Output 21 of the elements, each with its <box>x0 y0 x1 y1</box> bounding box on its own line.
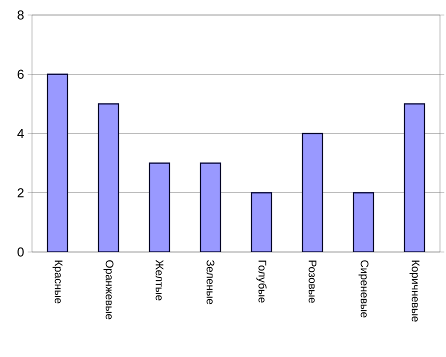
bar <box>46 74 68 252</box>
bar <box>200 162 222 252</box>
bar <box>98 103 120 252</box>
y-tick-label: 4 <box>17 129 24 138</box>
bar <box>148 162 170 252</box>
x-tick-label: Коричневые <box>410 260 420 322</box>
x-tick-label: Красные <box>52 260 62 304</box>
bar <box>352 192 374 252</box>
x-tick-label: Зеленые <box>206 260 214 304</box>
x-tick-label: Сиреневые <box>358 260 368 318</box>
bar <box>302 132 324 252</box>
bar <box>404 103 426 252</box>
y-tick-label: 6 <box>18 70 24 79</box>
bar <box>250 192 272 252</box>
y-tick-label: 0 <box>18 247 24 257</box>
x-tick-label: Розовые <box>308 260 316 303</box>
y-tick-label: 8 <box>18 10 24 20</box>
y-tick-label: 2 <box>18 188 24 198</box>
x-tick-label: Оранжевые <box>104 260 114 320</box>
x-tick-label: Голубые <box>256 260 267 303</box>
x-tick-label: Желтые <box>156 260 164 300</box>
